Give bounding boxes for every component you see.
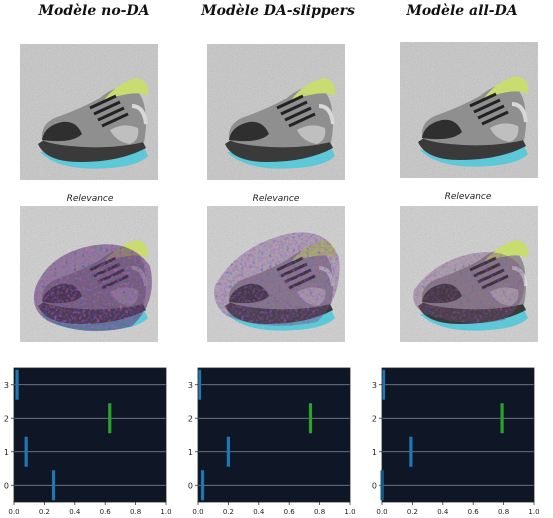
- bar-class-3: [381, 369, 386, 400]
- y-tick-label: 0: [4, 481, 9, 490]
- y-tick-label: 2: [4, 414, 9, 423]
- bar-class-2: [108, 403, 112, 434]
- relevance-label-all-da: Relevance: [444, 192, 492, 202]
- x-tick-label: 0.6: [284, 508, 296, 516]
- y-tick-label: 2: [188, 414, 193, 423]
- bar-class-1: [409, 436, 413, 467]
- y-tick-label: 3: [372, 381, 377, 390]
- x-tick-label: 0.0: [8, 508, 19, 516]
- relevance-map-no-da: [20, 206, 158, 342]
- bar-class-3: [15, 369, 19, 400]
- y-tick-label: 0: [372, 481, 377, 490]
- column-title-all-da: Modèle all-DA: [406, 3, 518, 19]
- bar-class-1: [226, 436, 230, 467]
- bar-class-1: [24, 436, 28, 467]
- x-tick-label: 0.2: [39, 508, 50, 516]
- shoe-image-no-da: [20, 44, 158, 180]
- y-tick-label: 1: [188, 448, 193, 457]
- relevance-map-da-slippers: [207, 206, 345, 342]
- x-tick-label: 0.2: [407, 508, 418, 516]
- plot-area: [198, 368, 350, 502]
- bar-class-3: [197, 369, 202, 400]
- plot-area: [14, 368, 166, 502]
- bar-class-2: [500, 403, 504, 434]
- x-tick-label: 0.6: [100, 508, 112, 516]
- x-tick-label: 1.0: [528, 508, 539, 516]
- x-tick-label: 0.6: [468, 508, 480, 516]
- y-tick-label: 1: [4, 448, 9, 457]
- y-tick-label: 1: [372, 448, 377, 457]
- bar-class-0: [200, 470, 205, 501]
- x-tick-label: 0.8: [130, 508, 141, 516]
- x-tick-label: 1.0: [160, 508, 171, 516]
- y-tick-label: 3: [188, 381, 193, 390]
- relevance-map-all-da: [400, 206, 538, 342]
- y-tick-label: 0: [188, 481, 193, 490]
- probability-chart-no-da: 0 1 2 3 0.0 0.2 0.4 0.6 0.8 1.0: [4, 367, 172, 516]
- relevance-label-da-slippers: Relevance: [252, 194, 300, 204]
- bar-class-0: [51, 470, 56, 501]
- relevance-label-no-da: Relevance: [66, 194, 114, 204]
- plot-frame: [381, 367, 535, 503]
- plot-area: [382, 368, 534, 502]
- x-tick-label: 0.8: [498, 508, 509, 516]
- y-tick-label: 2: [372, 414, 377, 423]
- probability-chart-da-slippers: 0 1 2 3 0.0 0.2 0.4 0.6 0.8 1.0: [188, 367, 356, 516]
- shoe-image-all-da: [400, 42, 538, 178]
- x-tick-label: 0.4: [253, 508, 265, 516]
- x-tick-label: 0.4: [69, 508, 81, 516]
- x-tick-label: 0.8: [314, 508, 325, 516]
- x-tick-label: 0.2: [223, 508, 234, 516]
- x-tick-label: 1.0: [344, 508, 355, 516]
- plot-frame: [13, 367, 167, 503]
- x-tick-label: 0.0: [376, 508, 387, 516]
- column-title-no-da: Modèle no-DA: [38, 3, 150, 19]
- probability-chart-all-da: 0 1 2 3 0.0 0.2 0.4 0.6 0.8 1.0: [372, 367, 540, 516]
- bar-class-2: [308, 403, 313, 434]
- x-tick-label: 0.4: [437, 508, 449, 516]
- plot-frame: [197, 367, 351, 503]
- column-title-da-slippers: Modèle DA-slippers: [201, 3, 355, 19]
- y-tick-label: 3: [4, 381, 9, 390]
- x-tick-label: 0.0: [192, 508, 203, 516]
- shoe-image-da-slippers: [207, 44, 345, 180]
